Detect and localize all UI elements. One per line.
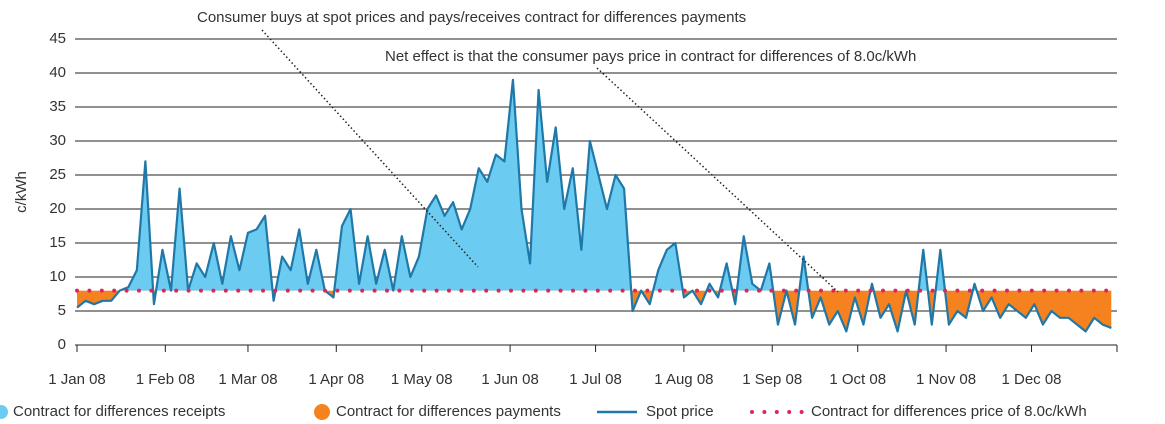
grid: 0 5 10 15 20 25 30 35 40 45 1 Jan 08 1 Feb 08 1 Mar … — [48, 30, 1118, 388]
receipts-area — [77, 79, 1112, 291]
legend-label: Contract for differences payments — [336, 403, 561, 420]
y-tick-label: 35 — [49, 98, 66, 115]
y-tick-label: 25 — [49, 166, 66, 183]
y-tick-label: 15 — [49, 234, 66, 251]
leader-line — [261, 29, 479, 268]
y-tick-label: 45 — [49, 30, 66, 47]
legend-swatch — [0, 405, 8, 419]
x-tick-label: 1 Aug 08 — [654, 371, 713, 388]
legend: Contract for differences receipts Contrac… — [0, 403, 1087, 420]
x-tick-label: 1 Nov 08 — [916, 371, 976, 388]
y-tick-label: 5 — [58, 302, 66, 319]
leader-line — [596, 67, 839, 293]
x-tick-label: 1 Jun 08 — [481, 371, 539, 388]
areas — [77, 79, 1112, 332]
y-tick-label: 40 — [49, 64, 66, 81]
y-tick-label: 30 — [49, 132, 66, 149]
y-tick-label: 0 — [58, 336, 66, 353]
x-tick-label: 1 Mar 08 — [218, 371, 277, 388]
x-tick-label: 1 May 08 — [391, 371, 453, 388]
x-tick-label: 1 Apr 08 — [308, 371, 364, 388]
y-tick-label: 10 — [49, 268, 66, 285]
legend-label: Contract for differences price of 8.0c/k… — [811, 403, 1087, 420]
x-tick-label: 1 Feb 08 — [136, 371, 195, 388]
y-tick-label: 20 — [49, 200, 66, 217]
x-tick-label: 1 Oct 08 — [829, 371, 886, 388]
legend-label: Spot price — [646, 403, 714, 420]
legend-label: Contract for differences receipts — [13, 403, 225, 420]
payments-area — [77, 290, 1112, 332]
x-tick-label: 1 Jan 08 — [48, 371, 106, 388]
x-tick-label: 1 Sep 08 — [742, 371, 802, 388]
annotation: Consumer buys at spot prices and pays/re… — [197, 9, 746, 26]
spot-line — [76, 78, 1112, 333]
x-tick-label: 1 Jul 08 — [569, 371, 622, 388]
annotation: Net effect is that the consumer pays pri… — [385, 48, 916, 65]
legend-swatch — [314, 404, 330, 420]
lines — [75, 78, 1119, 333]
x-tick-label: 1 Dec 08 — [1001, 371, 1061, 388]
y-axis-label: c/kWh — [13, 171, 30, 213]
